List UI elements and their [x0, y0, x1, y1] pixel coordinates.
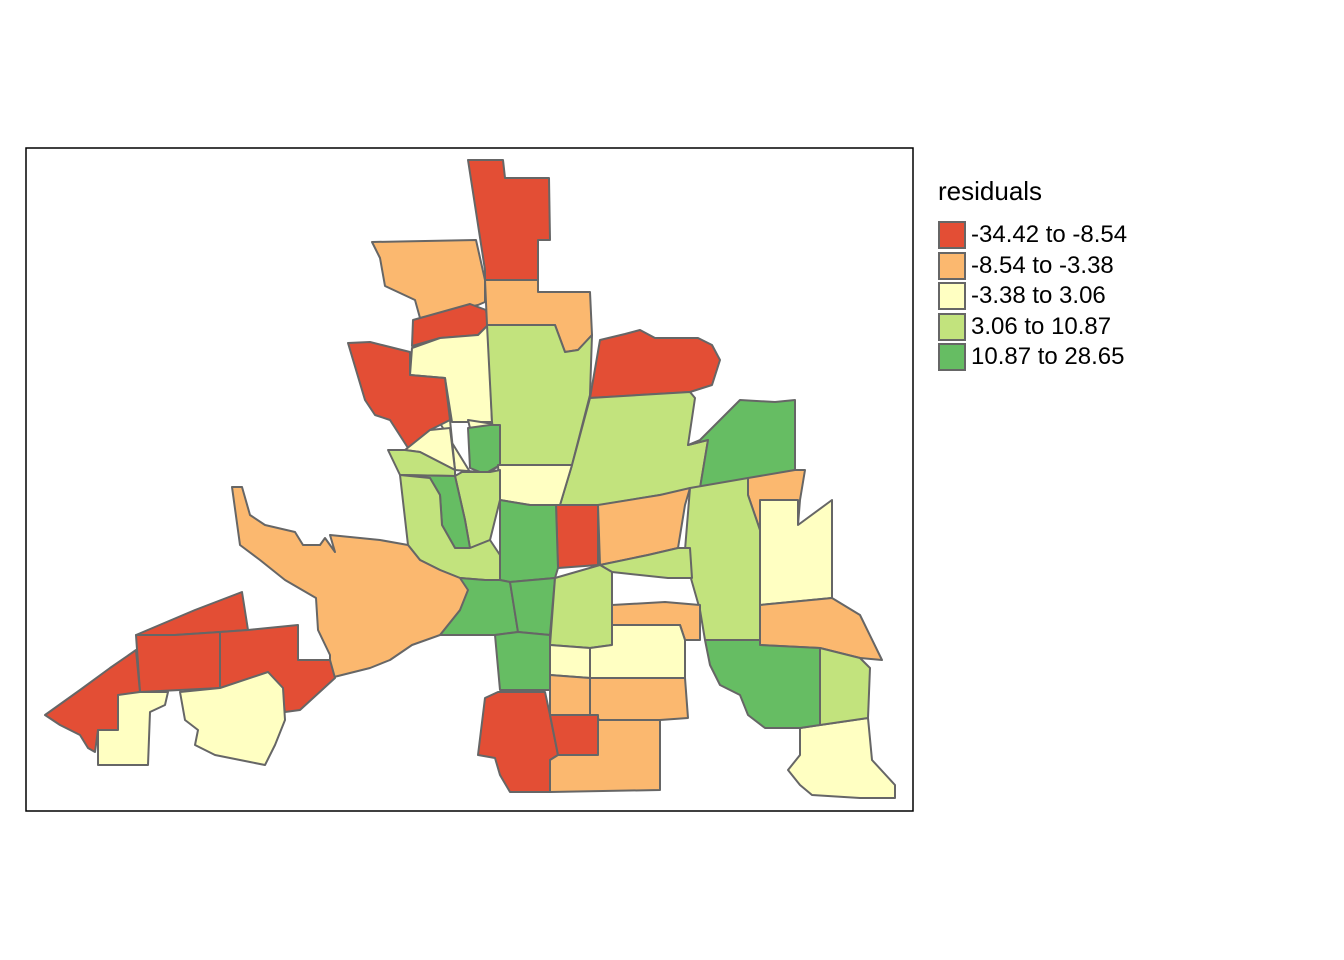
legend-swatch-5	[938, 343, 966, 372]
tract-se-2[interactable]	[819, 647, 871, 726]
legend-item-3: -3.38 to 3.06	[938, 281, 1127, 312]
tract-nw-3[interactable]	[347, 341, 451, 449]
legend-title: residuals	[938, 176, 1043, 206]
tract-center-s5[interactable]	[494, 631, 551, 691]
tract-north-1[interactable]	[467, 159, 551, 281]
tract-south-red2[interactable]	[549, 714, 599, 756]
tract-center-2[interactable]	[497, 464, 573, 506]
tract-nw-5[interactable]	[467, 424, 501, 473]
tract-center-e2[interactable]	[599, 547, 693, 579]
legend-swatch-1	[938, 221, 966, 250]
tract-south-1[interactable]	[549, 674, 591, 716]
tract-south-3[interactable]	[549, 719, 661, 793]
legend-item-5: 10.87 to 28.65	[938, 342, 1127, 373]
tract-center-red[interactable]	[555, 504, 599, 569]
tract-center-green3[interactable]	[509, 577, 556, 636]
legend-label-4: 3.06 to 10.87	[971, 312, 1112, 340]
legend-item-1: -34.42 to -8.54	[938, 220, 1127, 251]
tract-center-s4[interactable]	[549, 644, 591, 679]
tract-west-yellow1[interactable]	[97, 691, 169, 766]
tract-center-s1[interactable]	[549, 564, 613, 649]
tract-center-green[interactable]	[499, 499, 559, 583]
map-legend: residuals -34.42 to -8.54 -8.54 to -3.38…	[938, 176, 1127, 373]
tract-se-green[interactable]	[704, 639, 821, 729]
tract-south-2[interactable]	[589, 677, 689, 721]
tract-ne-2[interactable]	[687, 399, 796, 489]
legend-swatch-2	[938, 251, 966, 280]
tract-ne-1[interactable]	[589, 329, 721, 399]
legend-label-3: -3.38 to 3.06	[971, 282, 1106, 310]
legend-label-5: 10.87 to 28.65	[971, 343, 1125, 371]
tract-east-3[interactable]	[759, 499, 833, 606]
tract-west-red2[interactable]	[135, 631, 221, 693]
tracts-layer	[44, 159, 896, 799]
tract-west-yellow2[interactable]	[179, 671, 286, 766]
legend-item-4: 3.06 to 10.87	[938, 312, 1127, 343]
tract-west-big[interactable]	[231, 486, 469, 679]
legend-swatch-4	[938, 312, 966, 341]
legend-swatch-3	[938, 282, 966, 311]
legend-label-1: -34.42 to -8.54	[971, 221, 1128, 249]
legend-label-2: -8.54 to -3.38	[971, 251, 1114, 279]
legend-item-2: -8.54 to -3.38	[938, 251, 1127, 282]
